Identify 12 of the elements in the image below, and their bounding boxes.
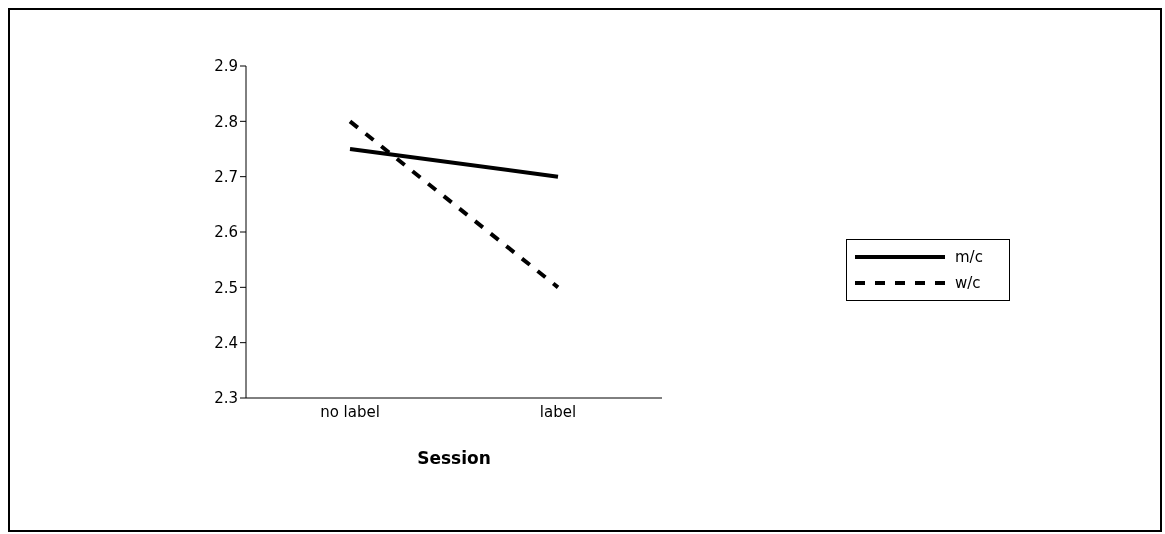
y-tick-label: 2.8 (214, 112, 238, 131)
y-tick-label: 2.5 (214, 278, 238, 297)
y-tick-label: 2.6 (214, 223, 238, 242)
y-tick-label: 2.7 (214, 167, 238, 186)
y-tick-label: 2.9 (214, 57, 238, 76)
x-tick-label: no label (320, 402, 380, 421)
x-tick-label: label (539, 402, 577, 421)
text: m/c (955, 248, 983, 266)
x-axis-title: Session (417, 448, 491, 468)
y-tick-label: 2.4 (214, 333, 238, 352)
text: w/c (955, 274, 981, 292)
y-tick-label: 2.3 (214, 389, 238, 408)
